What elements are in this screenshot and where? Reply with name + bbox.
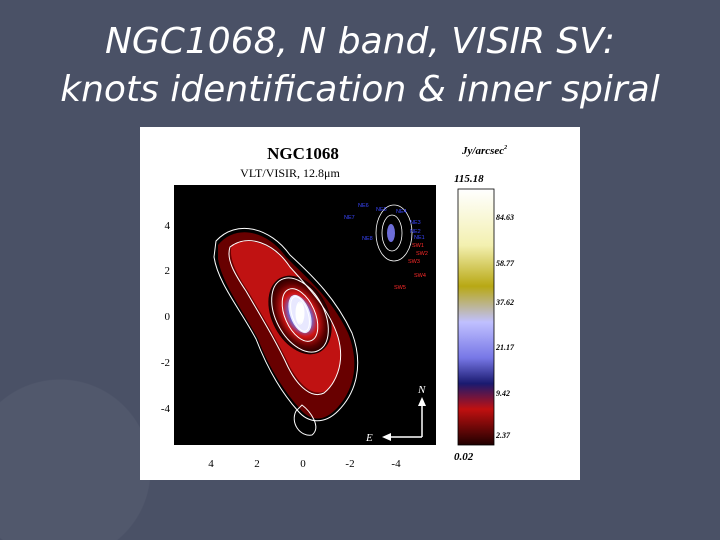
knot-label: NE3 <box>410 220 421 226</box>
x-tick-label: -2 <box>345 458 354 470</box>
x-tick-label: 0 <box>300 458 306 470</box>
ngc1068-figure: NGC1068 VLT/VISIR, 12.8μm Jy/arcsec2 <box>140 127 580 480</box>
slide-title-line-1: NGC1068, N band, VISIR SV: <box>104 21 616 62</box>
knot-label: NE5 <box>376 207 387 213</box>
compass: N E <box>365 384 426 444</box>
knot-label: NE1 <box>414 235 425 241</box>
axis-ticks <box>174 224 397 445</box>
y-tick-label: -4 <box>161 403 171 415</box>
knot-label: NE4 <box>396 209 407 215</box>
x-tick-label: 4 <box>208 458 214 470</box>
colorbar-tick-label: 2.37 <box>495 431 511 440</box>
knot-label: SW1 <box>412 243 424 249</box>
colorbar-tick-label: 84.63 <box>496 213 514 222</box>
compass-north-label: N <box>417 384 426 396</box>
knot-label: NE6 <box>358 203 369 209</box>
knot-label: SW2 <box>416 251 428 257</box>
colorbar-tick-labels: 115.18 84.63 58.77 37.62 21.17 9.42 2.37… <box>454 173 515 463</box>
figure-svg: NGC1068 VLT/VISIR, 12.8μm Jy/arcsec2 <box>161 144 515 470</box>
colorbar-unit: Jy/arcsec2 <box>461 145 507 157</box>
colorbar-tick-label: 37.62 <box>495 298 514 307</box>
y-tick-label: 2 <box>165 265 171 277</box>
colorbar-tick-label: 58.77 <box>496 259 515 268</box>
knot-label: NE2 <box>410 229 421 235</box>
figure-instrument: VLT/VISIR, 12.8μm <box>240 166 340 180</box>
figure-object-name: NGC1068 <box>267 144 339 163</box>
y-tick-label: 0 <box>165 311 171 323</box>
knot-label: SW3 <box>408 259 420 265</box>
knot-label: NE7 <box>344 215 355 221</box>
axis-tick-labels: 4 2 0 -2 -4 4 2 0 -2 -4 <box>161 220 401 470</box>
knot-inset <box>375 204 413 262</box>
x-tick-label: -4 <box>391 458 401 470</box>
colorbar-tick-label: 9.42 <box>496 389 510 398</box>
contours <box>213 227 359 436</box>
knot-label: NE8 <box>362 236 373 242</box>
knot-labels: NE6 NE5 NE4 NE7 NE3 NE2 NE1 NE8 SW1 SW2 … <box>344 203 428 291</box>
colorbar-tick-label: 0.02 <box>454 451 474 463</box>
x-tick-label: 2 <box>254 458 260 470</box>
y-tick-label: -2 <box>161 357 170 369</box>
slide-title: NGC1068, N band, VISIR SV: knots identif… <box>0 18 720 114</box>
slide-title-line-2: knots identification & inner spiral <box>60 69 660 110</box>
knot-label: SW4 <box>414 273 426 279</box>
colorbar-tick-label: 21.17 <box>495 343 515 352</box>
y-tick-label: 4 <box>165 220 171 232</box>
knot-label: SW5 <box>394 285 406 291</box>
colorbar <box>457 188 495 446</box>
colorbar-tick-label: 115.18 <box>454 173 484 185</box>
compass-east-label: E <box>365 432 373 444</box>
